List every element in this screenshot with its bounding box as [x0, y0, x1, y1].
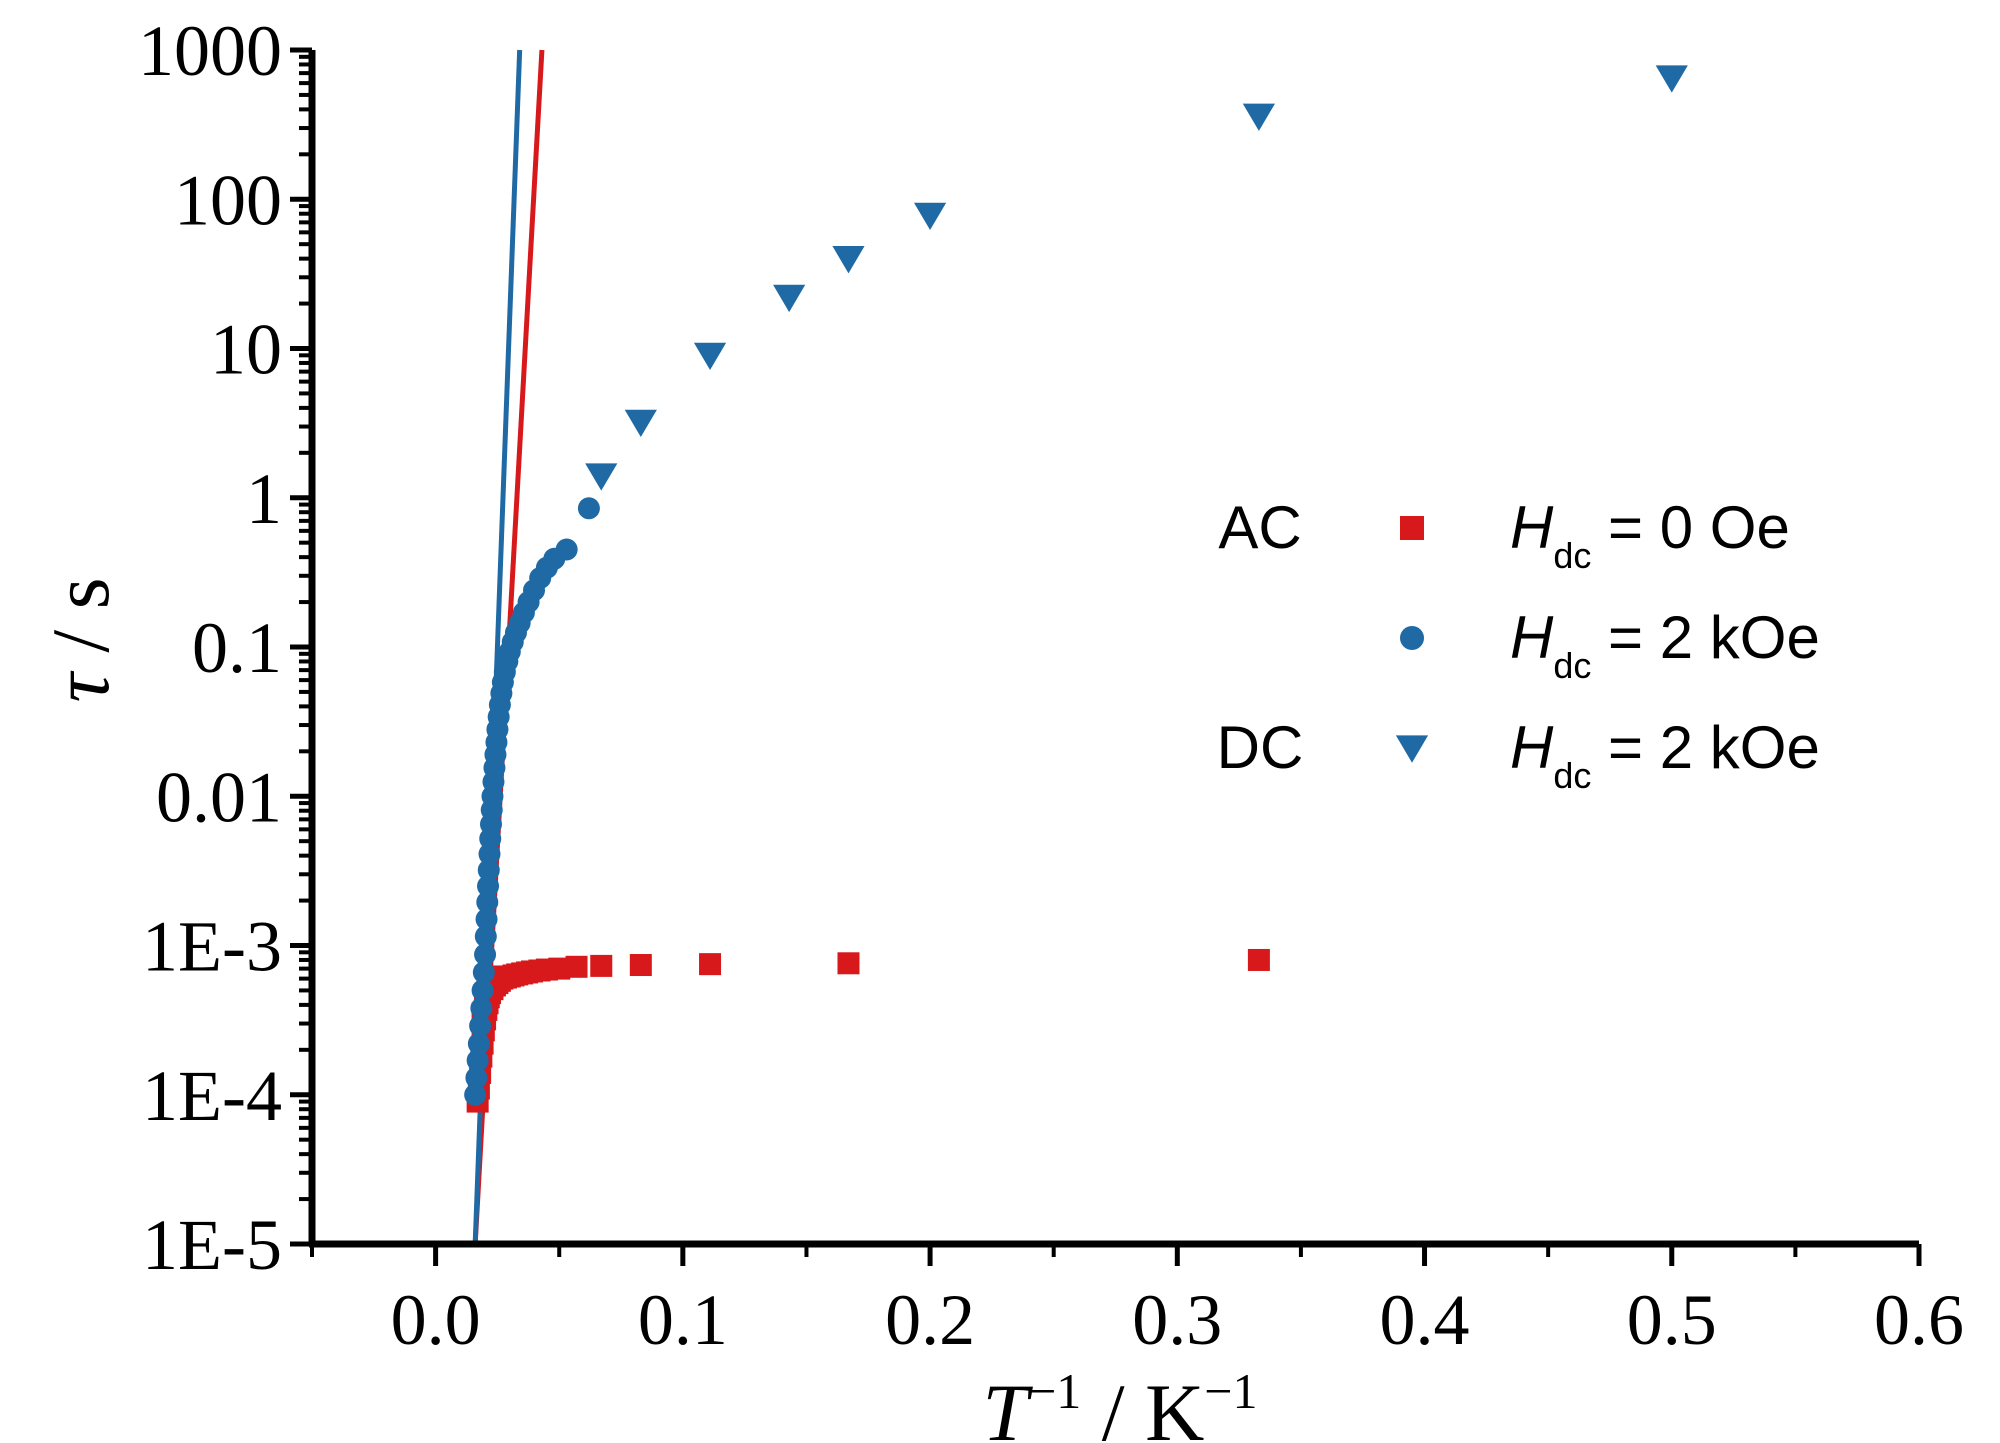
data-point-circle — [477, 875, 500, 898]
y-tick-label: 1 — [246, 459, 282, 539]
legend-marker-square — [1400, 516, 1424, 540]
data-point-circle — [472, 961, 495, 984]
y-tick-label: 1000 — [138, 11, 282, 91]
data-point-circle — [577, 497, 600, 520]
x-tick-label: 0.3 — [1132, 1280, 1222, 1360]
legend-label: Hdc = 2 kOe — [1510, 604, 1820, 686]
x-tick-label: 0.1 — [638, 1280, 728, 1360]
y-tick-label: 0.01 — [156, 757, 282, 837]
y-axis-title: τ / s — [35, 577, 126, 702]
data-point-circle — [477, 859, 500, 882]
data-point-square — [590, 954, 613, 977]
x-axis-title: T−1 / K−1 — [982, 1363, 1257, 1443]
data-point-circle — [471, 979, 494, 1002]
legend: AC Hdc = 0 Oe Hdc = 2 kOe DC Hdc = 2 kOe — [1217, 494, 1820, 796]
data-point-triangle-down — [1655, 65, 1688, 93]
data-points — [464, 65, 1688, 1113]
data-point-circle — [464, 1083, 487, 1106]
data-point-triangle-down — [585, 463, 618, 491]
data-point-square — [629, 954, 652, 977]
x-tick-label: 0.2 — [885, 1280, 975, 1360]
legend-marker-triangle-down — [1395, 735, 1429, 763]
y-tick-label: 1E-3 — [142, 907, 282, 987]
y-tick-label: 1E-4 — [142, 1056, 282, 1136]
x-tick-label: 0.5 — [1627, 1280, 1717, 1360]
y-tick-label: 10 — [210, 310, 282, 390]
data-point-triangle-down — [624, 409, 657, 438]
data-point-circle — [475, 908, 498, 931]
data-point-triangle-down — [693, 342, 727, 371]
data-point-circle — [474, 925, 497, 948]
y-tick-label: 0.1 — [192, 608, 282, 688]
x-tick-label: 0.0 — [391, 1280, 481, 1360]
x-tick-label: 0.4 — [1380, 1280, 1470, 1360]
data-point-circle — [476, 891, 499, 914]
data-point-circle — [469, 1014, 492, 1037]
legend-group-label: AC — [1218, 494, 1301, 561]
data-point-circle — [466, 1049, 489, 1072]
data-point-square — [565, 955, 588, 978]
data-point-square — [837, 952, 860, 975]
data-point-triangle-down — [773, 284, 806, 313]
data-point-circle — [467, 1032, 490, 1055]
data-point-triangle-down — [832, 246, 865, 274]
data-point-circle — [555, 538, 578, 561]
data-point-square — [548, 957, 571, 980]
data-point-circle — [465, 1066, 488, 1089]
legend-label: Hdc = 0 Oe — [1510, 494, 1790, 576]
y-tick-label: 1E-5 — [142, 1205, 282, 1285]
data-point-triangle-down — [913, 202, 947, 231]
legend-group-label: DC — [1217, 714, 1304, 781]
ticks — [290, 47, 1922, 1266]
tick-labels: 0.0 0.1 0.2 0.3 0.4 0.5 0.6 1E-5 1E-4 1E-3 0.01 0.1… — [138, 11, 1964, 1360]
x-tick-label: 0.6 — [1874, 1280, 1964, 1360]
data-point-circle — [474, 943, 497, 966]
data-point-square — [1247, 948, 1270, 971]
y-tick-label: 100 — [174, 160, 282, 240]
data-point-circle — [470, 997, 493, 1020]
data-point-triangle-down — [1242, 103, 1275, 131]
legend-marker-circle — [1400, 626, 1424, 650]
data-point-square — [699, 953, 722, 976]
legend-label: Hdc = 2 kOe — [1510, 714, 1820, 796]
